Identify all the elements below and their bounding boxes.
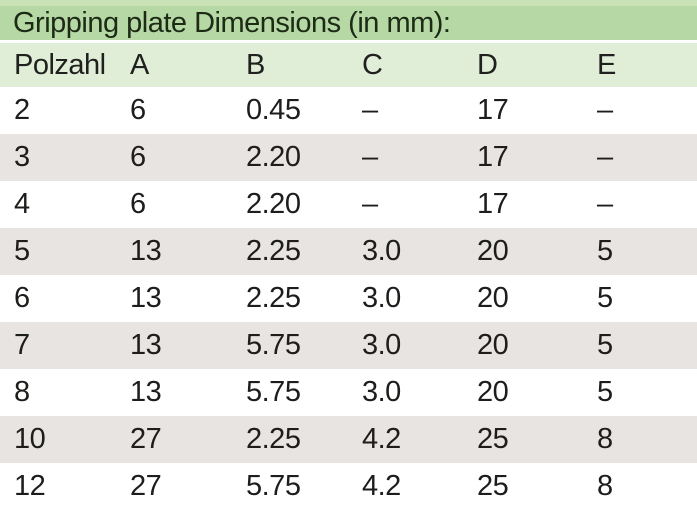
table-cell: 20 (477, 329, 509, 361)
table-cell: 6 (130, 94, 146, 126)
table-cell: 5 (14, 235, 30, 267)
column-header-e: E (597, 48, 616, 81)
table-row: 7 13 5.75 3.0 20 5 (0, 322, 697, 369)
table-cell: – (597, 141, 613, 173)
table-row: 2 6 0.45 – 17 – (0, 87, 697, 134)
table-cell: 4.2 (362, 470, 401, 502)
table-cell: 6 (130, 141, 146, 173)
table-cell: – (597, 188, 613, 220)
column-header-a: A (130, 48, 149, 81)
table-cell: 27 (130, 470, 162, 502)
table-cell: – (597, 94, 613, 126)
table-body: 2 6 0.45 – 17 – 3 6 2.20 – 17 – 4 6 2.20 – 17 – 5 13 2.25 3.0… (0, 87, 697, 510)
table-cell: 25 (477, 470, 509, 502)
table-cell: 7 (14, 329, 30, 361)
table-cell: 20 (477, 376, 509, 408)
table-cell: 20 (477, 282, 509, 314)
table-row: 4 6 2.20 – 17 – (0, 181, 697, 228)
table-cell: 20 (477, 235, 509, 267)
table-cell: 13 (130, 282, 162, 314)
column-header-c: C (362, 48, 383, 81)
table-row: 5 13 2.25 3.0 20 5 (0, 228, 697, 275)
table-cell: 4 (14, 188, 30, 220)
table-cell: 6 (14, 282, 30, 314)
column-header-d: D (477, 48, 498, 81)
table-cell: 13 (130, 329, 162, 361)
table-cell: – (362, 94, 378, 126)
table-cell: 5 (597, 235, 613, 267)
table-cell: 17 (477, 94, 509, 126)
table-cell: 5.75 (246, 329, 301, 361)
table-cell: 3.0 (362, 282, 401, 314)
table-cell: 10 (14, 423, 46, 455)
table-cell: 6 (130, 188, 146, 220)
table-row: 12 27 5.75 4.2 25 8 (0, 463, 697, 510)
table-cell: 17 (477, 141, 509, 173)
table-row: 8 13 5.75 3.0 20 5 (0, 369, 697, 416)
table-cell: 3.0 (362, 376, 401, 408)
table-cell: 3.0 (362, 235, 401, 267)
table-cell: 12 (14, 470, 46, 502)
table-cell: 2.25 (246, 235, 301, 267)
table-cell: 5 (597, 282, 613, 314)
table-row: 6 13 2.25 3.0 20 5 (0, 275, 697, 322)
table-row: 10 27 2.25 4.2 25 8 (0, 416, 697, 463)
table-title: Gripping plate Dimensions (in mm): (13, 7, 451, 39)
table-cell: 2.20 (246, 188, 301, 220)
table-cell: 2.20 (246, 141, 301, 173)
table-title-bar: Gripping plate Dimensions (in mm): (0, 0, 697, 43)
table-cell: 17 (477, 188, 509, 220)
table-cell: – (362, 141, 378, 173)
table-cell: 2.25 (246, 282, 301, 314)
table-cell: 3.0 (362, 329, 401, 361)
table-cell: 8 (14, 376, 30, 408)
table-cell: 8 (597, 423, 613, 455)
table-cell: 5 (597, 329, 613, 361)
table-row: 3 6 2.20 – 17 – (0, 134, 697, 181)
column-header-polzahl: Polzahl (14, 48, 106, 81)
table-cell: 13 (130, 376, 162, 408)
column-header-b: B (246, 48, 265, 81)
table-cell: 27 (130, 423, 162, 455)
table-cell: 13 (130, 235, 162, 267)
table-header-row: Polzahl A B C D E (0, 43, 697, 87)
table-cell: 3 (14, 141, 30, 173)
table-cell: 4.2 (362, 423, 401, 455)
table-cell: – (362, 188, 378, 220)
table-cell: 8 (597, 470, 613, 502)
table-cell: 25 (477, 423, 509, 455)
table-cell: 5.75 (246, 470, 301, 502)
table-cell: 5 (597, 376, 613, 408)
table-cell: 5.75 (246, 376, 301, 408)
table-cell: 2 (14, 94, 30, 126)
table-cell: 0.45 (246, 94, 301, 126)
table-cell: 2.25 (246, 423, 301, 455)
